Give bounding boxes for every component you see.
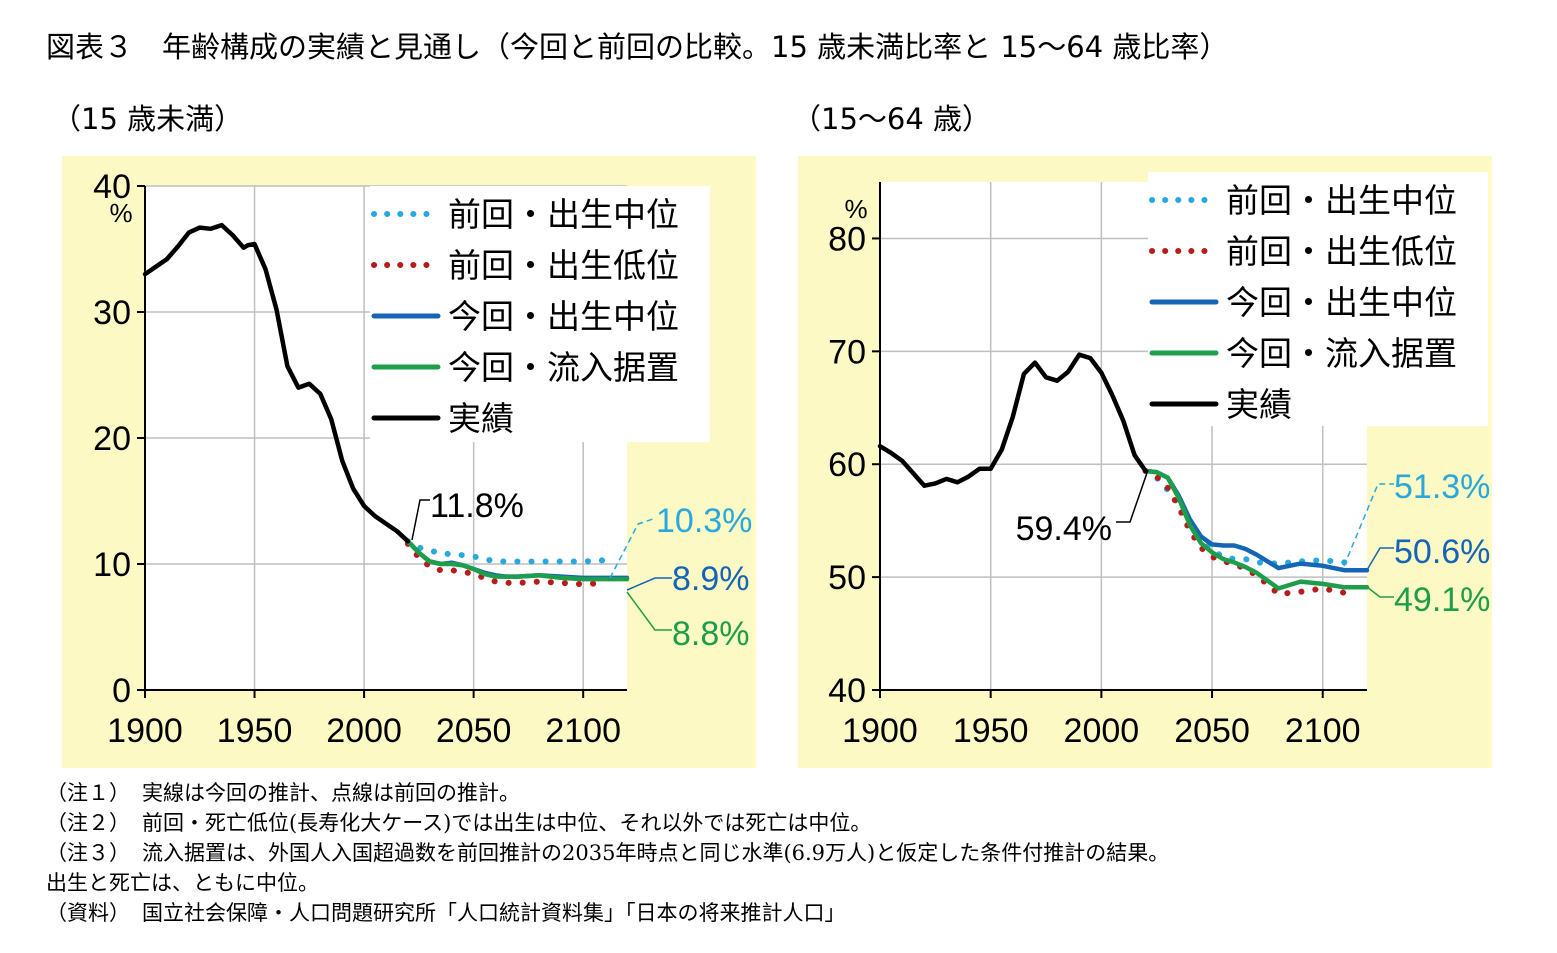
under15-annotation-label: 10.3% — [656, 502, 752, 540]
note-text: 流入据置は、外国人入国超過数を前回推計の2035年時点と同じ水準(6.9万人)と… — [142, 841, 1170, 865]
note-1: （注１） 実線は今回の推計、点線は前回の推計。 — [46, 778, 1169, 808]
under15-annotation-leader — [626, 591, 672, 631]
under15-x-tick-label: 1900 — [107, 712, 183, 750]
under15-x-tick-label: 2000 — [326, 712, 402, 750]
under15-legend-label: 前回・出生中位 — [448, 195, 679, 234]
figure-title: 図表３ 年齢構成の実績と見通し（今回と前回の比較。15 歳未満比率と 15～64… — [46, 30, 1229, 64]
note-tag: （資料） — [46, 901, 130, 925]
under15-y-tick-label: 0 — [112, 672, 131, 710]
under15-y-tick-label: 10 — [93, 546, 131, 584]
panel-title-under15: （15 歳未満） — [52, 102, 244, 136]
under15-x-tick-label: 1950 — [217, 712, 293, 750]
under15-annotation-leader — [609, 517, 657, 579]
under15-series-line — [404, 538, 609, 565]
under15-legend-label: 前回・出生低位 — [448, 246, 679, 285]
note-3-continued: 出生と死亡は、ともに中位。 — [46, 871, 319, 895]
under15-annotation-label: 11.8% — [430, 487, 524, 525]
under15-x-tick-label: 2100 — [545, 712, 621, 750]
note-text: 実線は今回の推計、点線は前回の推計。 — [142, 781, 520, 805]
under15-y-unit-label: % — [109, 198, 132, 228]
note-tag: （注２） — [46, 811, 130, 835]
under15-annotation-label: 8.9% — [672, 560, 750, 598]
note-tag: （注３） — [46, 841, 130, 865]
note-text: 国立社会保障・人口問題研究所「人口統計資料集」「日本の将来推計人口」 — [142, 901, 846, 925]
panel-title-15to64: （15～64 歳） — [792, 102, 992, 136]
under15-legend-label: 今回・出生中位 — [448, 297, 679, 336]
under15-x-tick-label: 2050 — [436, 712, 512, 750]
note-text: 前回・死亡低位(長寿化大ケース)では出生は中位、それ以外では死亡は中位。 — [142, 811, 872, 835]
under15-annotation-leader — [411, 499, 430, 541]
note-3: （注３） 流入据置は、外国人入国超過数を前回推計の2035年時点と同じ水準(6.9… — [46, 838, 1169, 868]
notes: （注１） 実線は今回の推計、点線は前回の推計。 （注２） 前回・死亡低位(長寿化大ケ… — [46, 778, 1169, 928]
note-tag: （注１） — [46, 781, 130, 805]
under15-annotation-label: 8.8% — [672, 615, 750, 653]
under15-legend-label: 実績 — [448, 399, 514, 438]
under15-series-line — [142, 222, 411, 544]
under15-annotation-leader — [626, 577, 672, 591]
under15-y-tick-label: 30 — [93, 294, 131, 332]
under15-y-tick-label: 40 — [93, 168, 131, 206]
under15-y-tick-label: 20 — [93, 420, 131, 458]
note-source: （資料） 国立社会保障・人口問題研究所「人口統計資料集」「日本の将来推計人口」 — [46, 898, 1169, 928]
note-2: （注２） 前回・死亡低位(長寿化大ケース)では出生は中位、それ以外では死亡は中位。 — [46, 808, 1169, 838]
under15-legend-label: 今回・流入据置 — [448, 348, 679, 387]
under15-series-line — [405, 539, 630, 582]
